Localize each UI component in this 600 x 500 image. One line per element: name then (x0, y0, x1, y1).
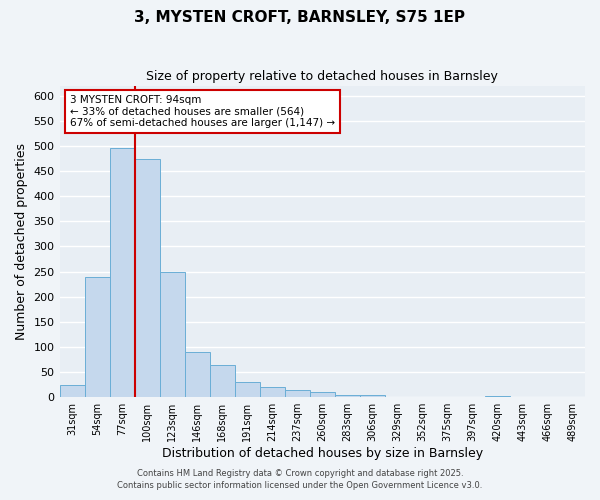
Bar (285, 390, 310, 397)
Bar (134, 160, 160, 397)
Bar (59, 384, 85, 397)
Bar (485, 396, 510, 397)
Text: 3, MYSTEN CROFT, BARNSLEY, S75 1EP: 3, MYSTEN CROFT, BARNSLEY, S75 1EP (134, 10, 466, 25)
Bar (235, 382, 260, 397)
Bar (310, 392, 335, 397)
Bar (260, 387, 285, 397)
Bar (160, 272, 185, 397)
Bar (560, 396, 585, 397)
Bar (360, 395, 385, 397)
Bar (209, 364, 235, 397)
Y-axis label: Number of detached properties: Number of detached properties (15, 143, 28, 340)
Text: Contains HM Land Registry data © Crown copyright and database right 2025.
Contai: Contains HM Land Registry data © Crown c… (118, 469, 482, 490)
Title: Size of property relative to detached houses in Barnsley: Size of property relative to detached ho… (146, 70, 498, 83)
X-axis label: Distribution of detached houses by size in Barnsley: Distribution of detached houses by size … (162, 447, 483, 460)
Bar (185, 352, 209, 397)
Bar (110, 148, 134, 397)
Bar (335, 394, 360, 397)
Bar (85, 276, 110, 397)
Text: 3 MYSTEN CROFT: 94sqm
← 33% of detached houses are smaller (564)
67% of semi-det: 3 MYSTEN CROFT: 94sqm ← 33% of detached … (70, 95, 335, 128)
